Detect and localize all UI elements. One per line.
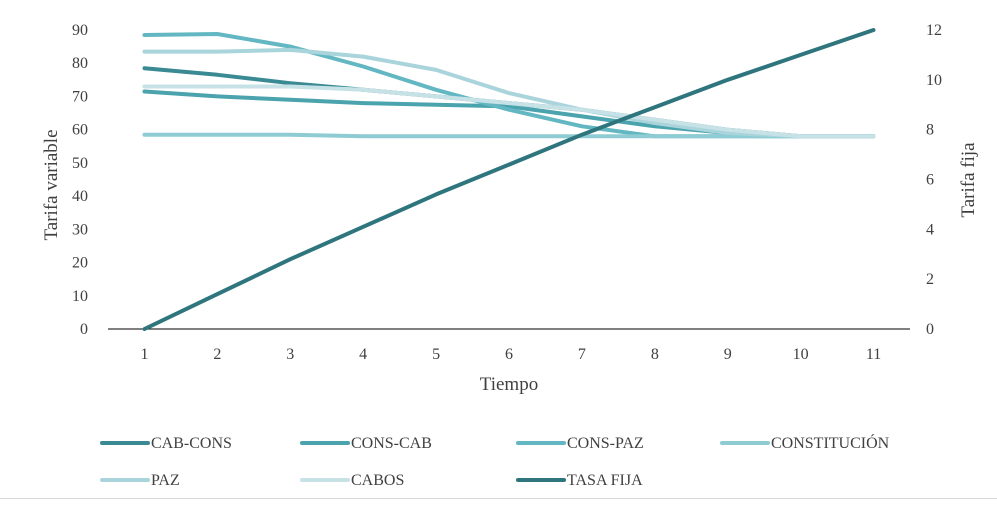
- left-tick-label: 40: [72, 188, 88, 205]
- legend-label: PAZ: [151, 472, 180, 489]
- legend-item: CONS-CAB: [300, 435, 432, 452]
- left-tick-label: 70: [72, 88, 88, 105]
- legend: CAB-CONS CONS-CAB CONS-PAZ CONSTITUCIÓN PAZ C…: [100, 433, 890, 489]
- series-line-cons-cab: [142, 89, 876, 139]
- x-tick-label: 10: [793, 346, 809, 363]
- right-tick-label: 8: [926, 122, 934, 139]
- legend-item: CAB-CONS: [100, 435, 232, 452]
- left-axis-title: Tarifa variable: [41, 129, 62, 240]
- right-tick-label: 10: [926, 72, 942, 89]
- right-axis-title: Tarifa fija: [958, 142, 979, 218]
- x-tick-label: 9: [724, 346, 732, 363]
- right-tick-label: 6: [926, 172, 934, 189]
- legend-label: CONSTITUCIÓN: [771, 433, 890, 452]
- legend-item: CONS-PAZ: [516, 435, 644, 452]
- legend-item: TASA FIJA: [516, 472, 643, 489]
- x-axis-title: Tiempo: [480, 374, 538, 395]
- left-tick-label: 50: [72, 155, 88, 172]
- legend-label: CONS-PAZ: [567, 435, 644, 452]
- x-tick-label: 6: [505, 346, 513, 363]
- legend-item: PAZ: [100, 472, 180, 489]
- right-tick-label: 4: [926, 221, 934, 238]
- series-line-tasa-fija: [142, 28, 876, 331]
- x-tick-label: 7: [578, 346, 586, 363]
- left-tick-label: 20: [72, 255, 88, 272]
- legend-item: CONSTITUCIÓN: [720, 433, 890, 452]
- x-tick-label: 4: [359, 346, 367, 363]
- left-tick-label: 90: [72, 22, 88, 39]
- series-line-paz: [142, 47, 876, 139]
- right-tick-label: 0: [926, 321, 934, 338]
- left-axis-ticks: 0 10 20 30 40 50 60 70 80 90: [72, 22, 88, 338]
- legend-label: CABOS: [351, 472, 404, 489]
- left-tick-label: 0: [80, 321, 88, 338]
- left-tick-label: 80: [72, 55, 88, 72]
- right-axis-ticks: 0 2 4 6 8 10 12: [926, 22, 942, 338]
- legend-label: CAB-CONS: [151, 435, 232, 452]
- legend-label: TASA FIJA: [567, 472, 643, 489]
- series-lines: [142, 28, 876, 331]
- x-tick-label: 3: [286, 346, 294, 363]
- x-tick-label: 8: [651, 346, 659, 363]
- x-tick-label: 5: [432, 346, 440, 363]
- legend-item: CABOS: [300, 472, 404, 489]
- x-tick-label: 11: [866, 346, 881, 363]
- series-line-cabos: [142, 84, 876, 139]
- right-tick-label: 12: [926, 22, 942, 39]
- left-tick-label: 10: [72, 288, 88, 305]
- x-axis-ticks: 1 2 3 4 5 6 7 8 9 10 11: [140, 346, 881, 363]
- x-tick-label: 1: [140, 346, 148, 363]
- left-tick-label: 30: [72, 221, 88, 238]
- series-line-constituci-n: [142, 132, 876, 139]
- x-tick-label: 2: [213, 346, 221, 363]
- right-tick-label: 2: [926, 271, 934, 288]
- left-tick-label: 60: [72, 122, 88, 139]
- legend-label: CONS-CAB: [351, 435, 432, 452]
